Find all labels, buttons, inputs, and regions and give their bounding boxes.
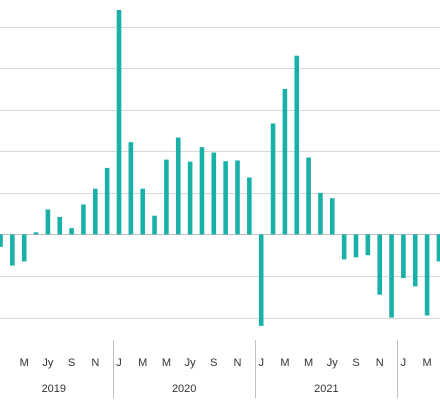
bar-sep-2020 (211, 152, 217, 235)
x-tick-label: N (376, 357, 384, 369)
year-label: 2020 (172, 383, 196, 395)
x-tick-label: J (258, 357, 264, 369)
x-tick-label: J (401, 357, 407, 369)
bar-aug-2021 (341, 234, 347, 260)
x-tick-label: M (138, 357, 147, 369)
bar-jun-2020 (175, 137, 181, 235)
bar-nov-2020 (235, 160, 240, 235)
bar-dec-2020 (247, 177, 252, 235)
bar-jan-2022 (401, 234, 406, 279)
bar-jan-2021 (258, 234, 264, 326)
bar-mar-2022 (424, 234, 430, 316)
bar-may-2020 (164, 159, 169, 235)
bar-dec-2021 (389, 234, 394, 318)
bar-mar-2019 (0, 234, 3, 247)
bar-may-2021 (306, 157, 311, 235)
x-tick-label: S (210, 357, 217, 369)
x-tick-label: Jy (185, 357, 197, 369)
x-tick-label: S (352, 357, 359, 369)
x-tick-label: Jy (327, 357, 339, 369)
x-tick-label: S (68, 357, 75, 369)
x-tick-labels: MJySNJMMJySNJMMJySNJMM (20, 357, 432, 369)
x-tick-label: J (116, 357, 122, 369)
bar-apr-2019 (10, 234, 15, 266)
bar-may-2019 (21, 234, 27, 262)
bar-apr-2020 (152, 215, 157, 235)
bar-jul-2020 (187, 161, 193, 235)
x-tick-label: Jy (42, 357, 54, 369)
bar-feb-2020 (128, 142, 134, 235)
x-tick-label: M (20, 357, 29, 369)
bars (0, 10, 440, 326)
bar-apr-2022 (436, 234, 440, 262)
gridlines (0, 27, 440, 319)
bar-jan-2020 (116, 10, 122, 235)
year-label: 2019 (42, 383, 66, 395)
bar-aug-2019 (57, 216, 63, 235)
bar-feb-2022 (412, 234, 418, 287)
bar-mar-2021 (282, 88, 288, 235)
bar-nov-2019 (93, 188, 98, 235)
year-label: 2021 (314, 383, 338, 395)
bar-sep-2021 (353, 234, 359, 258)
x-tick-label: M (280, 357, 289, 369)
bar-mar-2020 (140, 188, 145, 235)
bar-jun-2021 (318, 192, 323, 235)
bar-sep-2019 (69, 228, 74, 235)
bar-oct-2021 (365, 234, 371, 256)
x-tick-label: N (91, 357, 99, 369)
x-tick-label: M (304, 357, 313, 369)
bar-nov-2021 (377, 234, 382, 295)
x-tick-label: N (234, 357, 242, 369)
bar-feb-2021 (270, 123, 276, 235)
year-labels: 2019 2020 2021 (42, 340, 398, 398)
bar-oct-2019 (81, 204, 86, 235)
bar-dec-2019 (104, 167, 110, 235)
x-tick-label: M (162, 357, 171, 369)
bar-jul-2021 (330, 198, 335, 235)
bar-apr-2021 (294, 55, 300, 235)
x-tick-label: M (423, 357, 432, 369)
bar-jul-2019 (45, 209, 51, 235)
bar-oct-2020 (223, 161, 228, 235)
bar-aug-2020 (199, 147, 205, 235)
bar-jun-2019 (33, 232, 39, 235)
